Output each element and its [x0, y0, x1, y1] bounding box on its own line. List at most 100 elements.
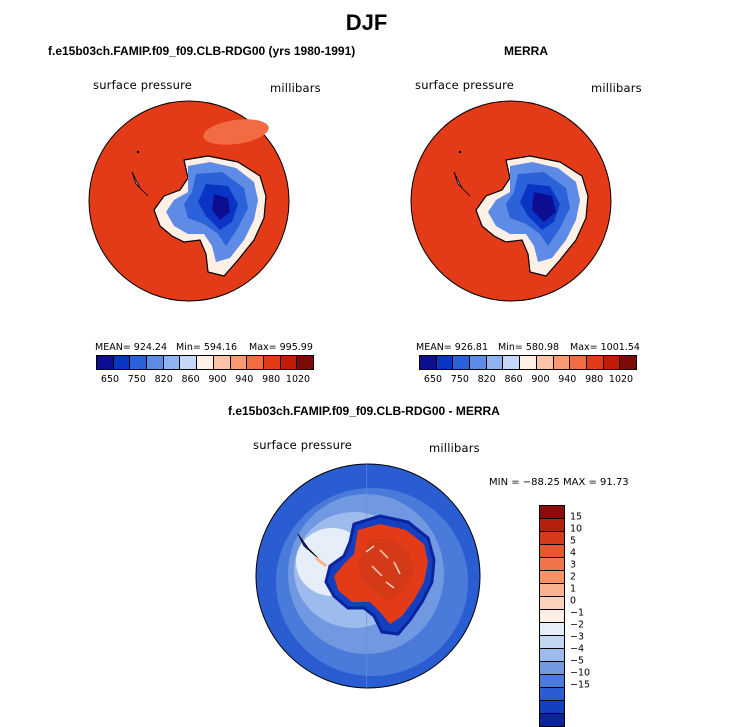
colorbar-swatch — [129, 356, 147, 369]
colorbar-tick-label: 650 — [423, 374, 443, 385]
panel-1-peninsula — [131, 171, 149, 197]
colorbar-swatch — [296, 356, 313, 369]
colorbar-swatch — [540, 544, 564, 557]
colorbar-tick-label: 2 — [570, 571, 577, 583]
panel-2-variable: surface pressure — [415, 78, 515, 92]
panel-1-high-pressure-patch — [203, 119, 269, 145]
main-title: DJF — [345, 10, 388, 35]
diff-panel-map — [255, 463, 481, 689]
colorbar-swatch — [179, 356, 197, 369]
colorbar-swatch — [619, 356, 636, 369]
panel-1-colorbar-ticks: 650 750 820 860 900 940 980 1020 — [96, 374, 314, 386]
panel-1-map — [88, 100, 290, 302]
panel-1-units: millibars — [270, 81, 321, 95]
colorbar-tick-label: 750 — [127, 374, 146, 385]
panel-2-mean: MEAN= 926.81 — [416, 342, 489, 353]
colorbar-swatch — [540, 674, 564, 687]
colorbar-swatch — [452, 356, 470, 369]
colorbar-swatch — [279, 356, 297, 369]
colorbar-tick-label: −4 — [570, 643, 585, 655]
colorbar-swatch — [112, 356, 130, 369]
colorbar-tick-label: 1 — [570, 583, 577, 595]
colorbar-swatch — [420, 356, 436, 369]
colorbar-swatch — [540, 648, 564, 661]
colorbar-tick-label: 5 — [570, 535, 577, 547]
colorbar-swatch — [97, 356, 113, 369]
colorbar-tick-label: 1020 — [608, 374, 634, 385]
colorbar-swatch — [540, 596, 564, 609]
colorbar-swatch — [485, 356, 503, 369]
colorbar-swatch — [469, 356, 486, 369]
colorbar-swatch — [540, 687, 564, 700]
panel-2-title: MERRA — [504, 44, 548, 58]
colorbar-swatch — [540, 661, 564, 674]
colorbar-swatch — [540, 506, 564, 518]
colorbar-tick-label: 750 — [450, 374, 469, 385]
colorbar-tick-label: 980 — [585, 374, 604, 385]
colorbar-tick-label: 940 — [235, 374, 254, 385]
colorbar-swatch — [212, 356, 230, 369]
panel-1-max: Max= 995.99 — [249, 342, 313, 353]
colorbar-swatch — [196, 356, 213, 369]
colorbar-swatch — [146, 356, 163, 369]
diff-panel-units: millibars — [429, 441, 480, 455]
colorbar-tick-label: 4 — [570, 547, 577, 559]
colorbar-swatch — [262, 356, 280, 369]
colorbar-tick-label: 900 — [208, 374, 227, 385]
colorbar-tick-label: 820 — [154, 374, 173, 385]
colorbar-tick-label: 940 — [558, 374, 577, 385]
colorbar-swatch — [540, 518, 564, 531]
colorbar-swatch — [535, 356, 553, 369]
colorbar-tick-label: −10 — [570, 667, 591, 679]
panel-2-min: Min= 580.98 — [498, 342, 560, 353]
colorbar-tick-label: 650 — [100, 374, 120, 385]
colorbar-swatch — [585, 356, 603, 369]
colorbar-tick-label: 980 — [262, 374, 281, 385]
colorbar-tick-label: 1020 — [285, 374, 311, 385]
colorbar-swatch — [540, 531, 564, 544]
colorbar-tick-label: 900 — [531, 374, 550, 385]
panel-2-colorbar — [419, 355, 637, 370]
colorbar-tick-label: 0 — [570, 595, 577, 607]
panel-1-colorbar — [96, 355, 314, 370]
colorbar-tick-label: −15 — [570, 679, 591, 691]
colorbar-swatch — [246, 356, 263, 369]
colorbar-swatch — [540, 713, 564, 726]
colorbar-swatch — [519, 356, 536, 369]
colorbar-swatch — [435, 356, 453, 369]
colorbar-swatch — [540, 583, 564, 596]
colorbar-swatch — [229, 356, 247, 369]
panel-1-mean: MEAN= 924.24 — [95, 342, 168, 353]
colorbar-tick-label: −5 — [570, 655, 585, 667]
colorbar-swatch — [602, 356, 620, 369]
diff-panel-colorbar — [539, 505, 565, 727]
panel-1-min: Min= 594.16 — [176, 342, 238, 353]
colorbar-tick-label: 15 — [570, 511, 583, 523]
panel-2-map — [410, 100, 612, 302]
panel-2-colorbar-ticks: 650 750 820 860 900 940 980 1020 — [419, 374, 637, 386]
panel-1-title: f.e15b03ch.FAMIP.f09_f09.CLB-RDG00 (yrs … — [48, 44, 356, 58]
colorbar-tick-label: 3 — [570, 559, 577, 571]
diff-panel-title: f.e15b03ch.FAMIP.f09_f09.CLB-RDG00 - MER… — [228, 404, 500, 418]
colorbar-tick-label: 10 — [570, 523, 583, 535]
colorbar-swatch — [502, 356, 520, 369]
colorbar-swatch — [540, 570, 564, 583]
diff-panel-minmax: MIN = −88.25 MAX = 91.73 — [489, 477, 629, 488]
colorbar-swatch — [569, 356, 586, 369]
panel-1-variable: surface pressure — [93, 78, 193, 92]
panel-2-max: Max= 1001.54 — [570, 342, 640, 353]
diff-panel-variable: surface pressure — [253, 438, 353, 452]
panel-2-peninsula — [453, 171, 471, 197]
colorbar-tick-label: −2 — [570, 619, 585, 631]
panel-2-units: millibars — [591, 81, 642, 95]
colorbar-tick-label: 860 — [181, 374, 200, 385]
colorbar-swatch — [540, 635, 564, 648]
colorbar-swatch — [540, 700, 564, 713]
colorbar-tick-label: 860 — [504, 374, 523, 385]
colorbar-swatch — [540, 622, 564, 635]
colorbar-swatch — [552, 356, 570, 369]
colorbar-swatch — [540, 557, 564, 570]
colorbar-swatch — [162, 356, 180, 369]
colorbar-tick-label: 820 — [477, 374, 496, 385]
colorbar-tick-label: −3 — [570, 631, 585, 643]
